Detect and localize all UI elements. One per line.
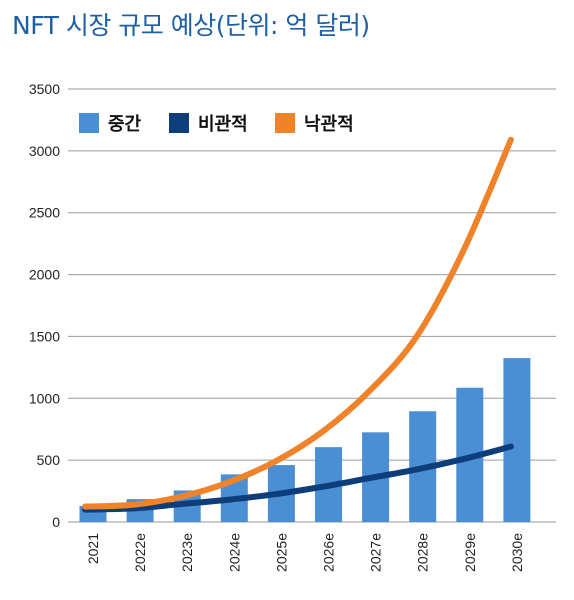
legend-label: 낙관적 xyxy=(304,114,354,135)
legend-label: 중간 xyxy=(108,114,142,135)
x-tick-label: 2025e xyxy=(273,533,289,572)
x-tick-label: 2026e xyxy=(321,533,337,572)
y-tick-label: 0 xyxy=(52,514,60,530)
x-tick-label: 2029e xyxy=(462,533,478,572)
x-tick-label: 2023e xyxy=(179,533,195,572)
y-tick-label: 3500 xyxy=(29,81,60,97)
x-tick-label: 2022e xyxy=(132,533,148,572)
bar xyxy=(503,358,531,522)
x-tick-label: 2027e xyxy=(368,533,384,572)
x-tick-label: 2021 xyxy=(85,533,101,564)
y-tick-label: 1000 xyxy=(29,390,60,406)
x-tick-label: 2024e xyxy=(226,533,242,572)
legend-swatch xyxy=(79,113,99,133)
y-tick-label: 500 xyxy=(37,452,61,468)
y-tick-label: 2000 xyxy=(29,267,60,283)
legend-label: 비관적 xyxy=(198,114,248,135)
legend-swatch xyxy=(275,113,295,133)
y-tick-label: 2500 xyxy=(29,205,60,221)
chart-title: NFT 시장 규모 예상(단위: 억 달러) xyxy=(12,11,370,40)
x-tick-label: 2030e xyxy=(509,533,525,572)
x-tick-label: 2028e xyxy=(415,533,431,572)
legend-swatch xyxy=(169,113,189,133)
line-optimistic xyxy=(82,136,514,510)
y-tick-label: 3000 xyxy=(29,143,60,159)
line-pessimistic xyxy=(82,443,514,513)
y-tick-label: 1500 xyxy=(29,328,60,344)
